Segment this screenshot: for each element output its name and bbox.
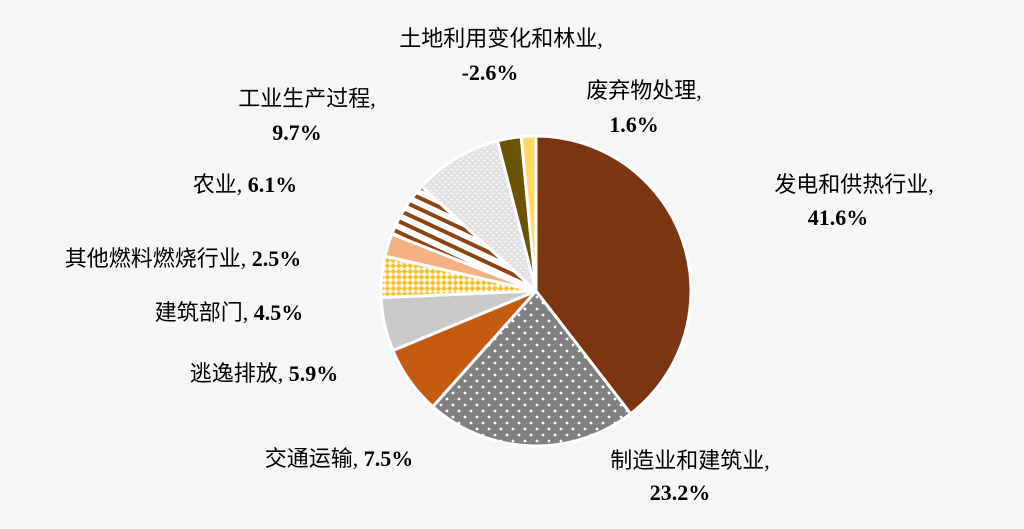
- label-industrial-process-value: 9.7%: [272, 120, 322, 145]
- label-agriculture-line: 农业, 6.1%: [193, 172, 298, 197]
- label-waste-name: 废弃物处理,: [586, 78, 702, 103]
- label-manufacturing-name: 制造业和建筑业,: [610, 448, 770, 473]
- label-power-heat: 发电和供热行业, 41.6%: [774, 172, 934, 230]
- label-fugitive-name: 逃逸排放,: [190, 361, 284, 386]
- label-land-use-name: 土地利用变化和林业,: [399, 26, 603, 51]
- label-fugitive-value: 5.9%: [289, 361, 339, 386]
- label-other-fuel: 其他燃料燃烧行业, 2.5%: [65, 246, 302, 271]
- label-fugitive: 逃逸排放, 5.9%: [190, 361, 339, 386]
- label-other-fuel-line: 其他燃料燃烧行业, 2.5%: [65, 246, 302, 271]
- pie-slice-1: [431, 289, 633, 448]
- label-buildings: 建筑部门, 4.5%: [155, 300, 304, 325]
- label-transport-value: 7.5%: [364, 446, 414, 471]
- label-manufacturing: 制造业和建筑业, 23.2%: [610, 448, 770, 505]
- label-transport-name: 交通运输,: [265, 446, 359, 471]
- label-buildings-line: 建筑部门, 4.5%: [155, 300, 304, 325]
- label-transport: 交通运输, 7.5%: [265, 446, 414, 471]
- label-agriculture: 农业, 6.1%: [193, 172, 298, 197]
- label-other-fuel-value: 2.5%: [252, 246, 302, 271]
- label-buildings-name: 建筑部门,: [155, 300, 249, 325]
- label-waste: 废弃物处理, 1.6%: [586, 78, 702, 137]
- label-agriculture-name: 农业,: [193, 172, 243, 197]
- label-power-heat-name: 发电和供热行业,: [774, 172, 934, 197]
- pie-slice-9: [519, 134, 538, 293]
- label-power-heat-value: 41.6%: [808, 205, 869, 230]
- label-agriculture-value: 6.1%: [248, 172, 298, 197]
- pie-slice-7: [420, 139, 538, 293]
- label-industrial-process: 工业生产过程, 9.7%: [238, 86, 376, 145]
- pie-slices: [379, 134, 693, 448]
- label-fugitive-line: 逃逸排放, 5.9%: [190, 361, 339, 386]
- pie-slice-0: [534, 134, 693, 416]
- label-land-use: 土地利用变化和林业, -2.6%: [399, 26, 603, 85]
- label-manufacturing-value: 23.2%: [650, 480, 711, 505]
- label-waste-value: 1.6%: [609, 112, 659, 137]
- label-industrial-process-name: 工业生产过程,: [238, 86, 376, 111]
- label-land-use-value: -2.6%: [462, 60, 519, 85]
- label-transport-line: 交通运输, 7.5%: [265, 446, 414, 471]
- label-other-fuel-name: 其他燃料燃烧行业,: [65, 246, 247, 271]
- label-buildings-value: 4.5%: [254, 300, 304, 325]
